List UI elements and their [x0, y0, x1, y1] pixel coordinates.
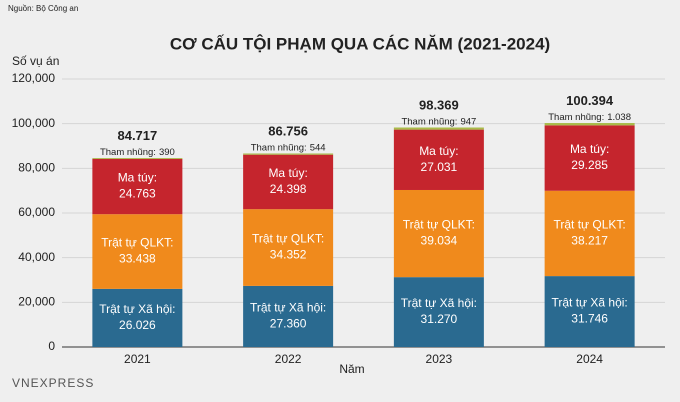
x-axis-label: Năm	[339, 362, 364, 376]
series-name: Trật tự QLKT:	[553, 218, 625, 232]
series-name: Trật tự Xã hội:	[401, 296, 477, 310]
value-label: 1.038	[607, 112, 631, 123]
data-label: Ma túy: 24.398	[268, 166, 307, 196]
bar-segment	[393, 127, 484, 130]
y-axis-label: Số vụ án	[12, 54, 59, 68]
data-label: Trật tự Xã hội: 31.270	[401, 296, 477, 326]
chart-title: CƠ CẤU TỘI PHẠM QUA CÁC NĂM (2021-2024)	[170, 34, 550, 53]
y-tick-label: 80,000	[18, 161, 55, 175]
source: Nguồn: Bộ Công an	[8, 4, 78, 13]
data-label: Trật tự Xã hội: 27.360	[250, 301, 326, 331]
x-tick-label: 2023	[426, 352, 453, 366]
series-name: Trật tự Xã hội:	[551, 296, 627, 310]
value-label: 31.270	[421, 312, 458, 326]
data-label: Trật tự Xã hội: 26.026	[99, 302, 175, 332]
value-label: 24.398	[270, 182, 307, 196]
bar-segment	[92, 214, 183, 289]
series-name: Trật tự QLKT:	[101, 236, 173, 250]
value-label: 27.360	[270, 317, 307, 331]
total-label: 86.756	[268, 124, 308, 139]
data-label: Ma túy: 24.763	[118, 171, 157, 201]
total-label: 100.394	[566, 93, 614, 108]
data-label: Tham nhũng: 1.038	[548, 112, 631, 123]
series-name: Tham nhũng:	[548, 112, 604, 123]
data-label: Trật tự QLKT: 34.352	[252, 232, 324, 262]
series-name: Trật tự QLKT:	[252, 232, 324, 246]
y-tick-label: 40,000	[18, 250, 55, 264]
bar-segment	[92, 158, 183, 215]
bar-segment	[243, 209, 334, 286]
x-tick-label: 2021	[124, 352, 151, 366]
total-label: 84.717	[117, 128, 157, 143]
data-label: Trật tự Xã hội: 31.746	[551, 296, 627, 326]
y-tick-label: 20,000	[18, 295, 55, 309]
value-label: 390	[159, 147, 175, 158]
series-name: Trật tự Xã hội:	[99, 302, 175, 316]
bar-segment	[544, 190, 635, 277]
bar-segment	[544, 276, 635, 347]
series-name: Ma túy:	[419, 144, 458, 158]
value-label: 29.285	[571, 158, 608, 172]
series-name: Ma túy:	[268, 166, 307, 180]
series-name: Ma túy:	[570, 142, 609, 156]
x-tick-label: 2022	[275, 352, 302, 366]
data-label: Trật tự QLKT: 39.034	[403, 218, 475, 248]
value-label: 39.034	[421, 234, 458, 248]
value-label: 24.763	[119, 187, 156, 201]
value-label: 947	[460, 116, 476, 127]
y-tick-label: 60,000	[18, 205, 55, 219]
series-name: Trật tự Xã hội:	[250, 301, 326, 315]
y-tick-label: 100,000	[12, 116, 56, 130]
bar-segment	[393, 129, 484, 190]
bar-segment	[92, 288, 183, 347]
logo: VNEXPRESS	[12, 376, 94, 390]
bar-segment	[544, 125, 635, 191]
data-label: Tham nhũng: 947	[401, 116, 476, 127]
value-label: 33.438	[119, 252, 156, 266]
series-name: Tham nhũng:	[401, 116, 457, 127]
value-label: 544	[310, 142, 326, 153]
bar-segment	[92, 158, 183, 159]
data-label: Tham nhũng: 390	[100, 147, 175, 158]
data-label: Ma túy: 29.285	[570, 142, 609, 172]
y-tick-label: 0	[48, 339, 55, 353]
value-label: 38.217	[571, 234, 608, 248]
bar-segment	[544, 123, 635, 126]
bar-segment	[243, 153, 334, 155]
value-label: 34.352	[270, 248, 307, 262]
series-name: Tham nhũng:	[251, 142, 307, 153]
series-name: Ma túy:	[118, 171, 157, 185]
bar-segment	[243, 285, 334, 347]
bar-segment	[243, 154, 334, 210]
bar-segment	[393, 189, 484, 278]
bar-segment	[393, 277, 484, 347]
data-label: Trật tự QLKT: 38.217	[553, 218, 625, 248]
value-label: 26.026	[119, 318, 156, 332]
y-tick-label: 120,000	[12, 71, 56, 85]
data-label: Tham nhũng: 544	[251, 142, 326, 153]
series-name: Trật tự QLKT:	[403, 218, 475, 232]
total-label: 98.369	[419, 98, 459, 113]
x-tick-label: 2024	[576, 352, 603, 366]
value-label: 27.031	[421, 160, 458, 174]
data-label: Ma túy: 27.031	[419, 144, 458, 174]
data-label: Trật tự QLKT: 33.438	[101, 236, 173, 266]
value-label: 31.746	[571, 312, 608, 326]
series-name: Tham nhũng:	[100, 147, 156, 158]
